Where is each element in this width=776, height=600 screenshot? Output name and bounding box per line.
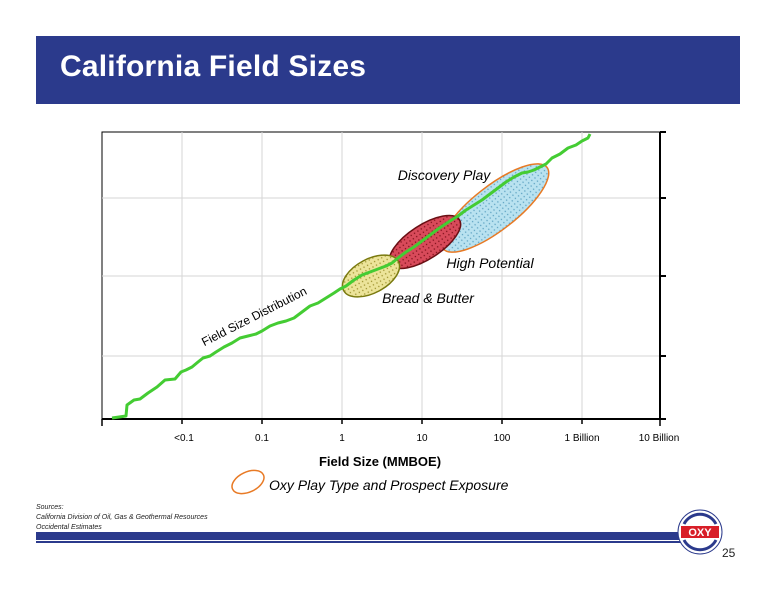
right-axis-ticks	[660, 131, 666, 420]
sources-heading: Sources:	[36, 504, 64, 511]
logo-text: OXY	[688, 527, 712, 539]
x-tick-label: <0.1	[174, 433, 194, 444]
x-tick-label: 1 Billion	[564, 433, 599, 444]
legend-ellipse-icon	[231, 469, 265, 495]
x-tick-label: 0.1	[255, 433, 269, 444]
field-size-distribution-line	[111, 133, 592, 420]
bread-and-butter-label: Bread & Butter	[382, 290, 475, 306]
legend-label: Oxy Play Type and Prospect Exposure	[269, 477, 509, 493]
x-axis-label: Field Size (MMBOE)	[319, 454, 441, 469]
high-potential-label: High Potential	[446, 255, 534, 271]
x-tick-label: 1	[339, 433, 345, 444]
oxy-logo-icon: OXY	[677, 509, 723, 555]
page-title: California Field Sizes	[60, 50, 367, 83]
discovery-play-label: Discovery Play	[398, 167, 492, 183]
x-tick-labels: <0.1 0.1 1 10 100 1 Billion 10 Billion	[174, 433, 679, 444]
page-number: 25	[722, 546, 736, 560]
x-tick-label: 10 Billion	[639, 433, 680, 444]
x-axis-ticks	[101, 419, 661, 426]
sources-note: Sources: California Division of Oil, Gas…	[36, 503, 208, 533]
x-tick-label: 10	[416, 433, 428, 444]
footer-bar	[36, 532, 702, 540]
title-bar: California Field Sizes	[36, 36, 740, 104]
source-line: Occidental Estimates	[36, 524, 102, 531]
footer-bar-thin	[36, 541, 702, 543]
source-line: California Division of Oil, Gas & Geothe…	[36, 514, 208, 521]
x-tick-label: 100	[494, 433, 511, 444]
